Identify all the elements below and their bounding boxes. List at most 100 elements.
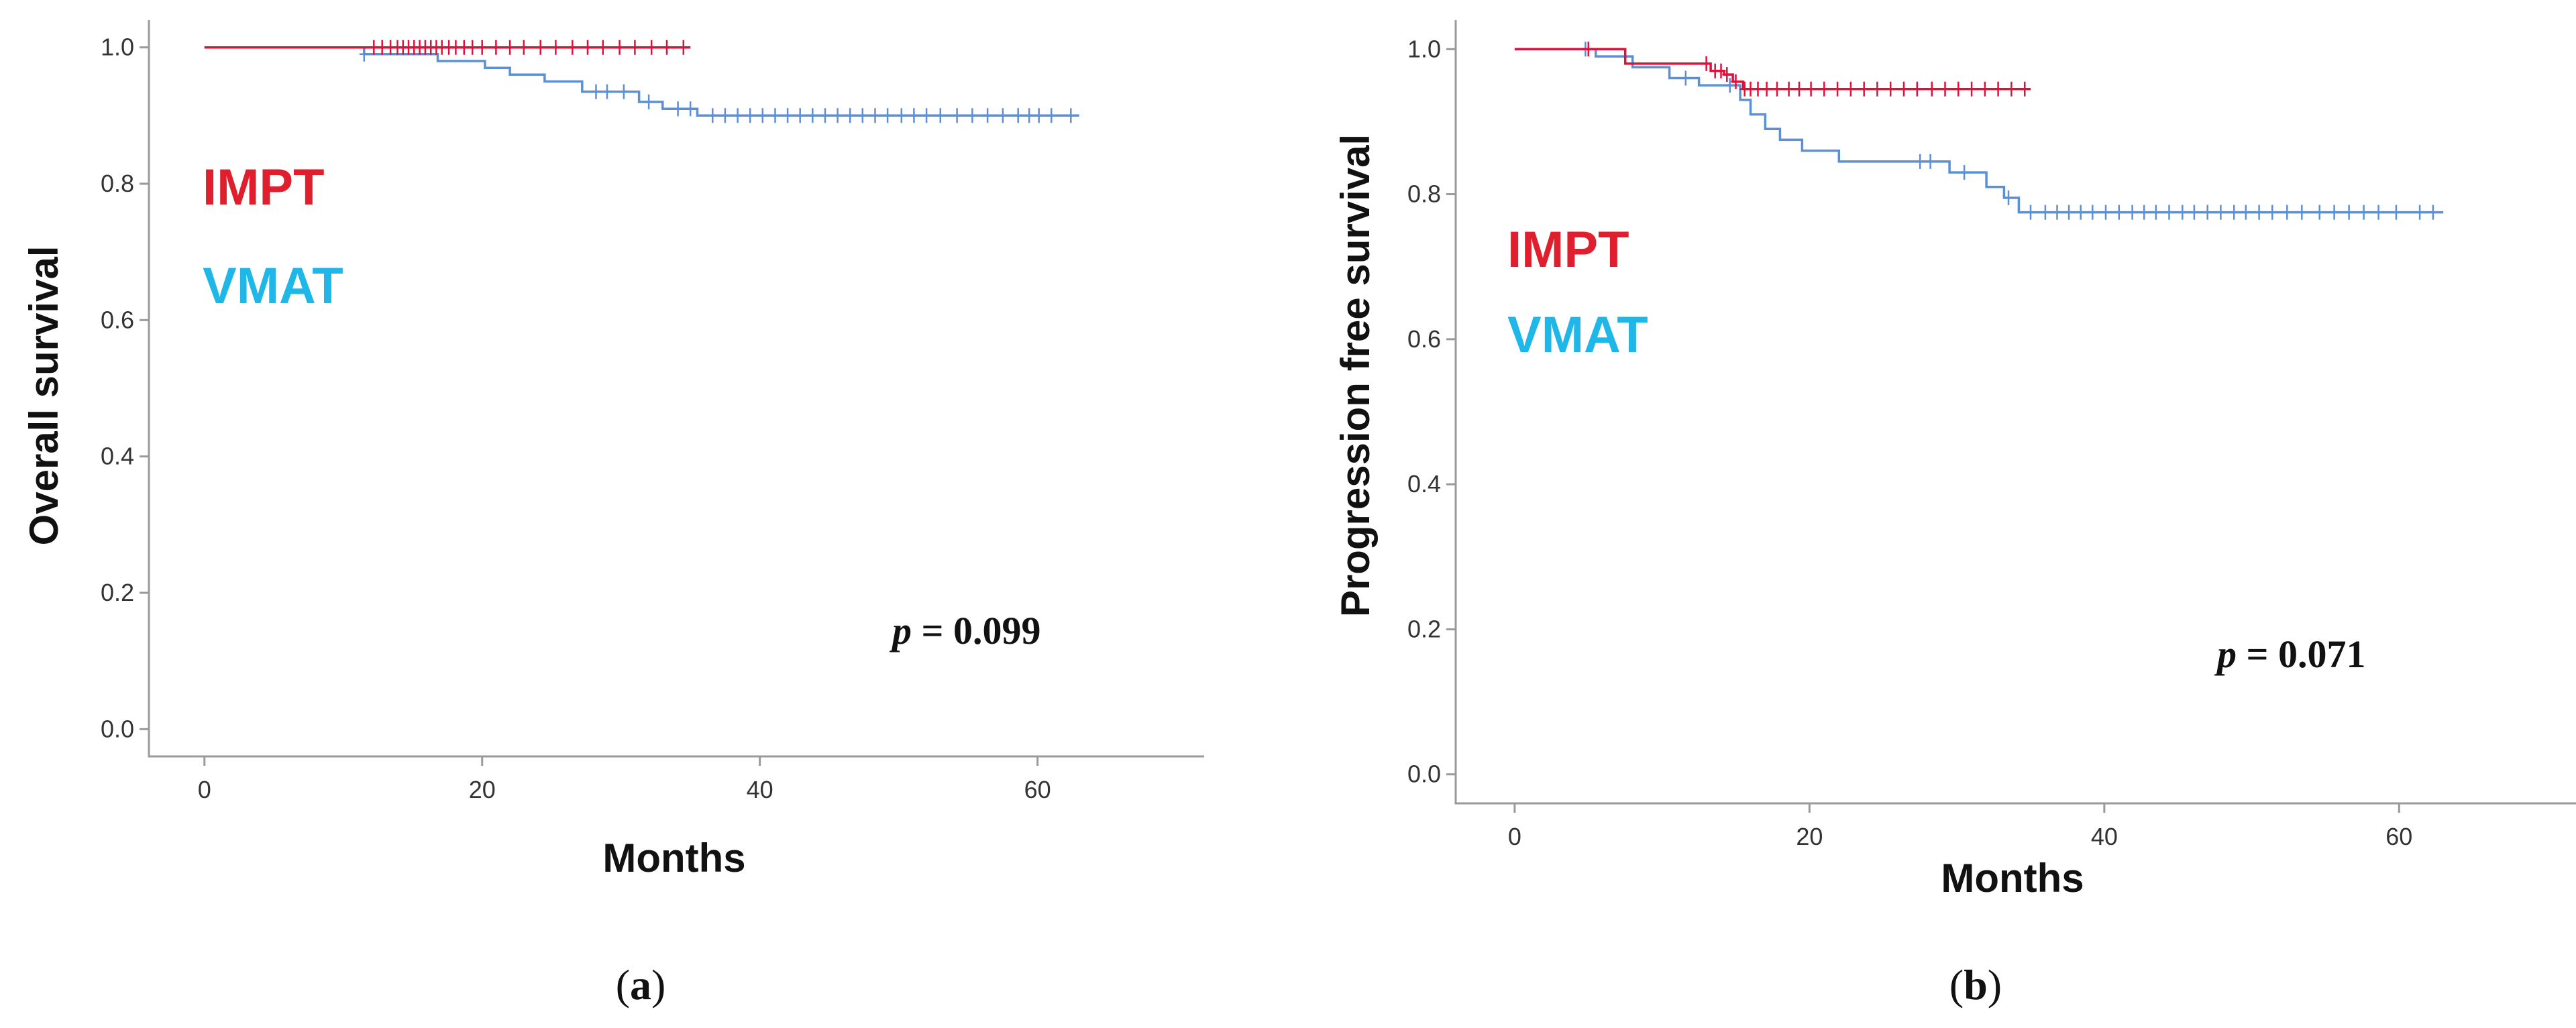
- censor-mark: [2415, 205, 2425, 220]
- censor-mark: [2216, 205, 2226, 220]
- censor-mark: [2373, 205, 2383, 220]
- y-tick-label: 0.6: [101, 306, 134, 333]
- censor-mark: [1762, 81, 1772, 97]
- censor-mark: [998, 108, 1008, 123]
- censor-mark: [369, 40, 379, 55]
- censor-mark: [647, 40, 657, 55]
- censor-mark: [2189, 205, 2199, 220]
- censor-mark: [2314, 205, 2324, 220]
- censor-mark: [551, 40, 561, 55]
- censor-mark: [662, 40, 672, 55]
- censor-mark: [909, 108, 919, 123]
- censor-mark: [745, 108, 755, 123]
- survival-curves: [204, 40, 1079, 123]
- censor-mark: [2282, 205, 2292, 220]
- censor-mark: [1845, 81, 1856, 97]
- censor-mark: [1701, 56, 1711, 71]
- y-tick-label: 0.8: [1407, 180, 1441, 208]
- censor-mark: [1872, 81, 1882, 97]
- censor-mark: [1967, 81, 1977, 97]
- censor-mark: [2241, 205, 2251, 220]
- y-axis-title: Progression free survival: [1333, 134, 1378, 617]
- censor-mark: [673, 101, 683, 117]
- y-tick-label: 1.0: [1407, 35, 1441, 62]
- x-axis-title: Months: [1941, 856, 2084, 901]
- censor-mark: [2428, 205, 2438, 220]
- x-tick-label: 20: [1796, 823, 1823, 850]
- censor-mark: [1753, 81, 1763, 97]
- x-axis-title: Months: [602, 836, 745, 880]
- series-vmat: [1514, 42, 2444, 220]
- censor-mark: [2139, 205, 2149, 220]
- censor-mark: [1915, 154, 1925, 169]
- censor-mark: [857, 108, 867, 123]
- legend-vmat: VMAT: [1507, 306, 1648, 363]
- censor-mark: [2359, 205, 2369, 220]
- censor-mark: [1046, 108, 1057, 123]
- censor-mark: [720, 108, 730, 123]
- panel-letter: b: [1964, 961, 1988, 1009]
- censor-mark: [377, 40, 387, 55]
- censor-mark: [568, 40, 578, 55]
- censor-mark: [1927, 81, 1937, 97]
- censor-mark: [2026, 205, 2035, 220]
- censor-mark: [614, 40, 625, 55]
- censor-mark: [583, 40, 592, 55]
- legend-impt: IMPT: [1507, 221, 1629, 278]
- censor-mark: [1024, 108, 1034, 123]
- censor-mark: [2020, 81, 2030, 97]
- censor-mark: [1886, 81, 1896, 97]
- y-tick-label: 1.0: [101, 34, 134, 61]
- panel-label: (a): [616, 961, 666, 1009]
- censor-mark: [491, 40, 501, 55]
- censor-mark: [630, 40, 640, 55]
- censor-mark: [2004, 190, 2013, 205]
- censor-mark: [1819, 81, 1829, 97]
- censor-mark: [2178, 205, 2188, 220]
- y-tick-label: 0.4: [101, 443, 134, 470]
- censor-mark: [2344, 205, 2354, 220]
- censor-mark: [459, 40, 469, 55]
- x-tick-label: 40: [747, 776, 773, 803]
- censor-mark: [1784, 81, 1794, 97]
- legend-impt: IMPT: [203, 159, 325, 216]
- censor-mark: [1725, 78, 1735, 93]
- censor-mark: [359, 46, 369, 62]
- censor-mark: [477, 40, 487, 55]
- censor-mark: [795, 108, 805, 123]
- censor-mark: [1925, 154, 1935, 169]
- y-tick-label: 0.2: [101, 579, 134, 606]
- censor-mark: [2101, 205, 2110, 220]
- y-axis-title: Overall survival: [21, 246, 66, 546]
- panel-label: (b): [1949, 961, 2002, 1009]
- x-axis-ticks: 0 20 40 60: [198, 756, 1051, 803]
- censor-mark: [883, 108, 893, 123]
- censor-mark: [2329, 205, 2339, 220]
- censor-mark: [2151, 205, 2161, 220]
- censor-mark: [1731, 74, 1741, 89]
- censor-mark: [1716, 63, 1726, 78]
- legend-vmat: VMAT: [203, 258, 343, 315]
- censor-mark: [845, 108, 855, 123]
- km-curve-vmat: [1514, 48, 2444, 214]
- censor-mark: [686, 101, 696, 117]
- censor-mark: [770, 108, 780, 123]
- censor-mark: [833, 108, 843, 123]
- p-value: p = 0.099: [889, 609, 1041, 652]
- censor-mark: [935, 108, 945, 123]
- censor-mark: [644, 95, 654, 109]
- censor-mark: [2254, 205, 2264, 220]
- censor-mark: [535, 40, 545, 55]
- censor-mark: [2297, 205, 2307, 220]
- y-tick-label: 0.0: [1407, 760, 1441, 788]
- censor-mark: [619, 84, 629, 99]
- censor-mark: [1722, 67, 1732, 82]
- censor-mark: [598, 40, 608, 55]
- censor-mark: [1940, 81, 1950, 97]
- censor-mark: [2229, 205, 2239, 220]
- panel-b: 0.0 0.2 0.4 0.6 0.8 1.0 0 20 40 60 Progression f…: [1333, 20, 2576, 1009]
- censor-mark: [1899, 81, 1909, 97]
- censor-mark: [1806, 81, 1816, 97]
- censor-mark: [1772, 81, 1782, 97]
- censor-mark: [1066, 108, 1076, 123]
